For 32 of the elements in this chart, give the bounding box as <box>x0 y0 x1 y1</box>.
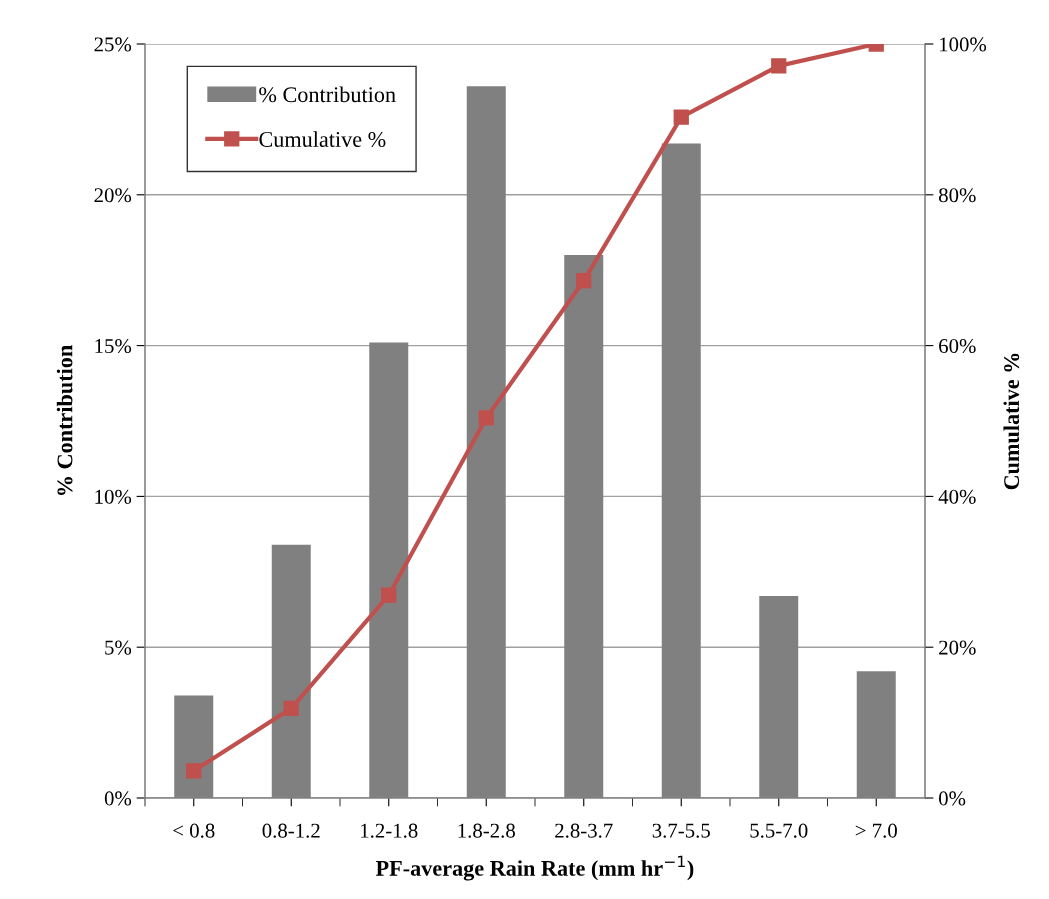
y-tick-label: 20% <box>94 188 132 203</box>
y-tick-label: 10% <box>95 489 132 504</box>
y2-tick-label: 40% <box>938 489 976 504</box>
y-axis-title: % Contribution <box>56 345 73 495</box>
y2-tick-label: 80% <box>938 188 976 203</box>
legend-label: % Contribution <box>259 86 396 103</box>
y-tick-label: 5% <box>105 640 132 655</box>
point <box>186 763 202 779</box>
x-tick-label: > 7.0 <box>855 823 897 838</box>
y2-tick-label: 100% <box>940 37 987 52</box>
x-tick-label: 0.8-1.2 <box>262 823 320 838</box>
x-tick-label: 3.7-5.5 <box>652 823 710 838</box>
x-tick-label: 5.5-7.0 <box>750 823 808 838</box>
y-tick-label: 15% <box>95 338 132 354</box>
x-tick-label: 2.8-3.7 <box>555 823 613 838</box>
point <box>771 58 787 74</box>
x-tick-label: 1.8-2.8 <box>458 823 515 838</box>
x-axis-title: PF-average Rain Rate (mm hr$^{−1}$) <box>375 855 694 881</box>
point <box>381 587 397 603</box>
y2-tick-label: 20% <box>939 640 976 655</box>
point <box>283 700 299 716</box>
y2-tick-label: 0% <box>938 791 966 806</box>
point <box>478 410 494 426</box>
y2-tick-label: 60% <box>939 338 976 354</box>
y-tick-label: 0% <box>104 791 132 806</box>
point <box>673 109 689 125</box>
point <box>576 273 592 289</box>
x-tick-label: < 0.8 <box>173 823 215 838</box>
x-tick-label: 1.2-1.8 <box>361 823 418 838</box>
y-tick-label: 25% <box>94 37 132 52</box>
y2-axis-title: Cumulative % <box>1003 353 1020 490</box>
legend-label: Cumulative % <box>259 131 386 147</box>
